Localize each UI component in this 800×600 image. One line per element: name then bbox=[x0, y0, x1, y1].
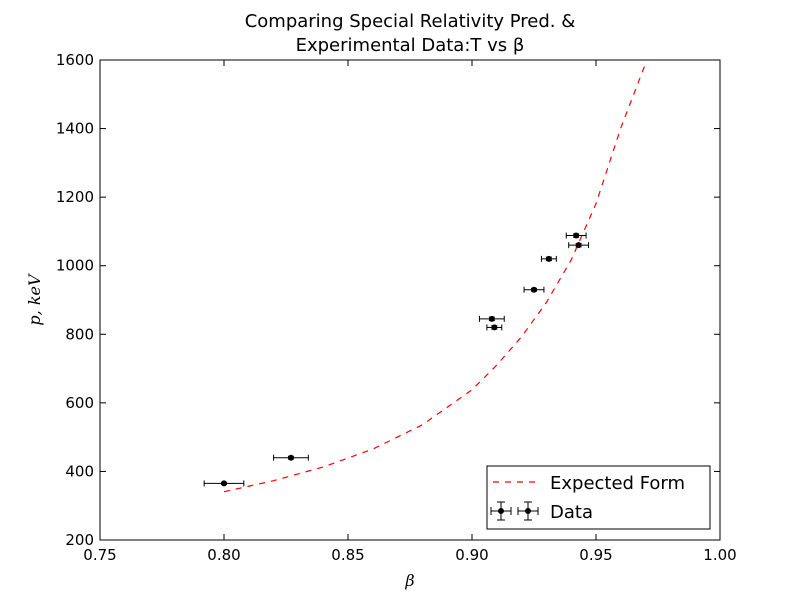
data-point bbox=[540, 255, 557, 262]
x-tick-label: 1.00 bbox=[703, 546, 736, 564]
legend-label-expected-form: Expected Form bbox=[550, 473, 685, 494]
data-point bbox=[273, 454, 309, 461]
y-axis: 200 400 600 800 1000 1200 1400 1600 bbox=[56, 51, 720, 549]
series-data bbox=[203, 232, 590, 487]
y-tick-label: 1600 bbox=[56, 51, 94, 69]
x-axis: 0.75 0.80 0.85 0.90 0.95 1.00 bbox=[83, 60, 737, 564]
y-tick-label: 1400 bbox=[56, 120, 94, 138]
expected-form-line bbox=[223, 63, 647, 493]
x-axis-label: β bbox=[404, 571, 414, 590]
y-tick-label: 200 bbox=[65, 531, 94, 549]
legend-swatch-data bbox=[490, 501, 539, 521]
data-point bbox=[568, 242, 590, 249]
data-point bbox=[203, 480, 245, 487]
x-tick-label: 0.80 bbox=[207, 546, 240, 564]
y-axis-label: p, keV bbox=[25, 273, 44, 326]
data-point bbox=[478, 315, 505, 322]
y-tick-label: 600 bbox=[65, 394, 94, 412]
x-tick-label: 0.90 bbox=[455, 546, 488, 564]
data-point bbox=[523, 286, 545, 293]
legend-box bbox=[486, 465, 711, 530]
plot-area-frame bbox=[99, 59, 721, 541]
y-tick-label: 800 bbox=[65, 325, 94, 343]
data-point bbox=[565, 232, 587, 239]
series-expected-form bbox=[223, 63, 647, 493]
x-tick-label: 0.75 bbox=[83, 546, 116, 564]
y-tick-label: 1000 bbox=[56, 257, 94, 275]
data-point bbox=[486, 324, 503, 331]
y-tick-label: 1200 bbox=[56, 188, 94, 206]
chart-title-line2: Experimental Data:T vs β bbox=[296, 35, 525, 56]
x-tick-label: 0.85 bbox=[331, 546, 364, 564]
y-tick-label: 400 bbox=[65, 462, 94, 480]
chart-title-line1: Comparing Special Relativity Pred. & bbox=[245, 11, 576, 32]
x-tick-label: 0.95 bbox=[579, 546, 612, 564]
legend: Expected Form Data bbox=[486, 465, 711, 530]
legend-label-data: Data bbox=[550, 502, 593, 523]
